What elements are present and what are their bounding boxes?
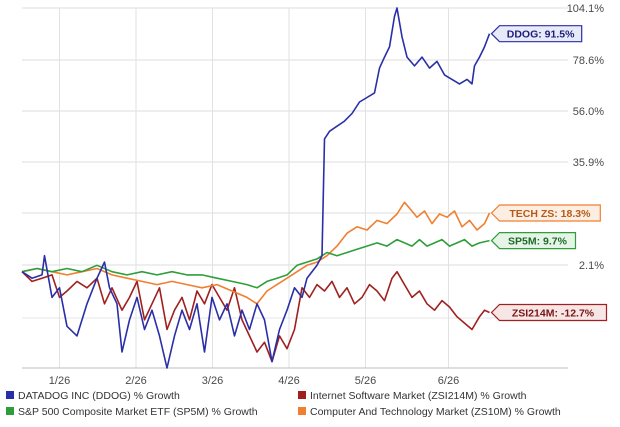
- end-value-tag-label: TECH ZS: 18.3%: [509, 208, 591, 220]
- legend-label: DATADOG INC (DDOG) % Growth: [18, 390, 180, 402]
- legend-swatch: [298, 407, 306, 415]
- series-line: [21, 238, 490, 289]
- legend-swatch: [6, 391, 14, 399]
- x-tick-label: 6/26: [438, 375, 459, 387]
- end-value-tag-label: ZSI214M: -12.7%: [512, 307, 595, 319]
- end-value-tag-label: DDOG: 91.5%: [507, 29, 575, 41]
- end-value-tag: [490, 25, 583, 43]
- plot-background: [22, 8, 570, 368]
- x-tick-label: 2/26: [125, 375, 146, 387]
- y-tick-label: 104.1%: [567, 3, 605, 15]
- legend-swatch: [298, 391, 306, 399]
- end-value-tag: [490, 232, 577, 250]
- y-tick-label: 35.9%: [573, 157, 604, 169]
- legend-label: Internet Software Market (ZSI214M) % Gro…: [310, 390, 527, 402]
- y-tick-label: 2.1%: [579, 260, 604, 272]
- series-line: [21, 270, 490, 363]
- x-tick-label: 3/26: [202, 375, 223, 387]
- end-value-tag: [490, 204, 601, 222]
- legend-swatch: [6, 407, 14, 415]
- legend-label: S&P 500 Composite Market ETF (SP5M) % Gr…: [18, 406, 258, 418]
- x-tick-label: 1/26: [49, 375, 70, 387]
- x-tick-label: 5/26: [355, 375, 376, 387]
- series-line: [21, 201, 491, 305]
- legend-label: Computer And Technology Market (ZS10M) %…: [310, 406, 561, 418]
- end-value-tag: [490, 303, 608, 322]
- end-value-tag-label: SP5M: 9.7%: [508, 236, 568, 248]
- y-tick-label: 78.6%: [573, 55, 604, 67]
- x-tick-label: 4/26: [278, 375, 299, 387]
- series-line: [21, 7, 491, 369]
- y-tick-label: 56.0%: [573, 106, 604, 118]
